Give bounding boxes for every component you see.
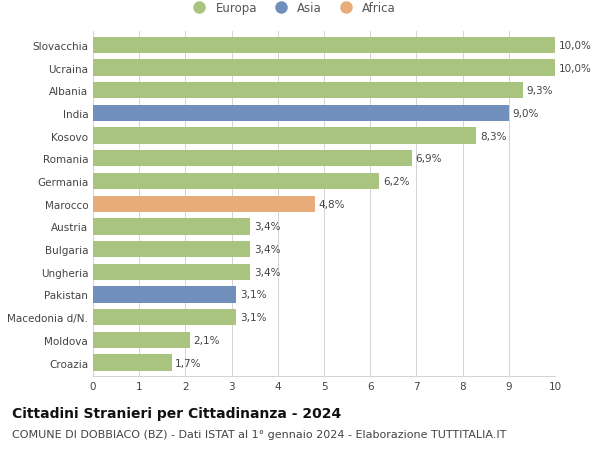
Bar	[93, 106, 509, 122]
Text: 10,0%: 10,0%	[559, 41, 592, 50]
Text: 3,4%: 3,4%	[254, 222, 280, 232]
Text: COMUNE DI DOBBIACO (BZ) - Dati ISTAT al 1° gennaio 2024 - Elaborazione TUTTITALI: COMUNE DI DOBBIACO (BZ) - Dati ISTAT al …	[12, 429, 506, 439]
Text: 3,1%: 3,1%	[240, 313, 266, 323]
Bar	[93, 128, 476, 145]
Bar	[93, 332, 190, 348]
Bar	[93, 309, 236, 325]
Text: 3,4%: 3,4%	[254, 245, 280, 255]
Bar	[93, 38, 555, 54]
Bar	[93, 264, 250, 280]
Bar	[93, 151, 412, 167]
Text: 6,9%: 6,9%	[415, 154, 442, 164]
Text: 9,3%: 9,3%	[526, 86, 553, 96]
Text: 2,1%: 2,1%	[194, 335, 220, 345]
Text: Cittadini Stranieri per Cittadinanza - 2024: Cittadini Stranieri per Cittadinanza - 2…	[12, 406, 341, 420]
Bar	[93, 355, 172, 371]
Text: 3,4%: 3,4%	[254, 267, 280, 277]
Text: 1,7%: 1,7%	[175, 358, 202, 368]
Text: 6,2%: 6,2%	[383, 177, 410, 187]
Bar	[93, 83, 523, 99]
Text: 10,0%: 10,0%	[559, 63, 592, 73]
Text: 9,0%: 9,0%	[512, 109, 539, 119]
Bar	[93, 241, 250, 257]
Text: 3,1%: 3,1%	[240, 290, 266, 300]
Bar	[93, 219, 250, 235]
Bar	[93, 174, 379, 190]
Bar	[93, 196, 315, 213]
Bar	[93, 287, 236, 303]
Text: 4,8%: 4,8%	[319, 199, 345, 209]
Legend: Europa, Asia, Africa: Europa, Asia, Africa	[182, 0, 401, 19]
Text: 8,3%: 8,3%	[480, 131, 506, 141]
Bar	[93, 60, 555, 77]
